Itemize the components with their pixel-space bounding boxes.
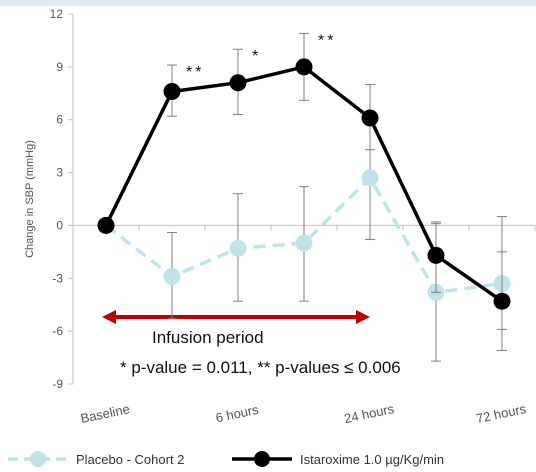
legend-swatch-istaroxime-marker	[254, 451, 270, 467]
legend-swatch-placebo-marker	[30, 451, 46, 467]
significance-marker: *	[252, 48, 261, 65]
x-tick-label: 72 hours	[475, 401, 528, 426]
legend-label-istaroxime: Istaroxime 1.0 µg/Kg/min	[300, 452, 444, 467]
x-tick-label: 6 hours	[214, 402, 260, 426]
data-point	[97, 216, 115, 234]
data-point	[493, 292, 511, 310]
data-point	[163, 268, 181, 286]
p-value-note: * p-value = 0.011, ** p-values ≤ 0.006	[120, 358, 401, 377]
legend-label-placebo: Placebo - Cohort 2	[76, 452, 184, 467]
data-point	[361, 169, 379, 187]
data-point	[295, 234, 313, 252]
top-banner	[0, 0, 536, 6]
y-tick-label: -6	[52, 324, 63, 338]
data-point	[229, 74, 247, 92]
x-tick-label: Baseline	[79, 401, 131, 426]
y-tick-label: 0	[56, 218, 63, 232]
significance-marker: **	[318, 32, 336, 49]
significance-marker: **	[186, 64, 204, 81]
y-tick-label: 9	[56, 60, 63, 74]
data-point	[229, 239, 247, 257]
infusion-arrow-head-left	[102, 310, 116, 325]
data-point	[163, 83, 181, 101]
y-tick-label: -3	[52, 271, 63, 285]
data-point	[427, 246, 445, 264]
series-group	[97, 32, 511, 362]
y-tick-label: 3	[56, 166, 63, 180]
data-point	[295, 58, 313, 76]
y-tick-label: 12	[50, 7, 64, 21]
y-tick-label: 6	[56, 113, 63, 127]
y-axis-label: Change in SBP (mmHg)	[24, 140, 36, 258]
infusion-period-label: Infusion period	[152, 328, 264, 347]
annotations-group: Infusion period * p-value = 0.011, ** p-v…	[102, 32, 401, 377]
x-tick-label: 24 hours	[343, 401, 396, 426]
data-point	[361, 109, 379, 127]
infusion-arrow-head-right	[356, 310, 370, 325]
y-tick-label: -9	[52, 377, 63, 391]
legend-group: Placebo - Cohort 2 Istaroxime 1.0 µg/Kg/m…	[8, 451, 444, 467]
series-placebo	[97, 115, 511, 362]
series-istaroxime	[97, 32, 511, 352]
